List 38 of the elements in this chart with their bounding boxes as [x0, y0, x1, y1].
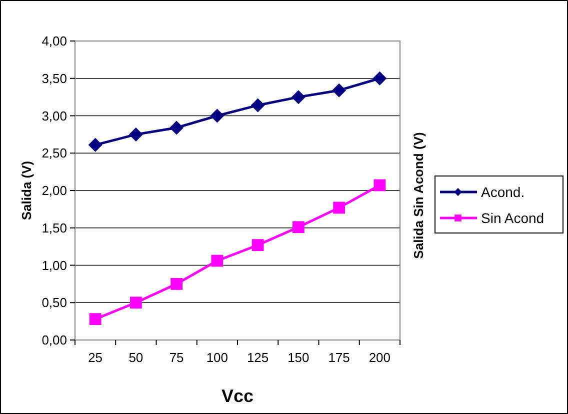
y-tick-label: 1,00: [42, 258, 67, 273]
point: [374, 179, 386, 192]
point: [170, 278, 183, 290]
point: [252, 239, 264, 252]
y2-axis-title: Salida Sin Acond (V): [411, 132, 426, 259]
y-tick-label: 2,00: [42, 183, 67, 198]
x-tick-label: 25: [88, 350, 103, 365]
x-tick-label: 150: [288, 350, 310, 365]
point: [210, 108, 224, 123]
point: [89, 313, 102, 326]
y-tick-label: 4,00: [42, 34, 67, 49]
y-tick-label: 1,50: [42, 220, 67, 236]
point: [333, 202, 346, 214]
point: [128, 127, 143, 142]
point: [130, 296, 142, 309]
y-tick-label: 3,00: [42, 108, 67, 124]
point: [372, 71, 387, 86]
point: [170, 120, 184, 135]
y-tick-label: 0,50: [42, 295, 67, 310]
x-tick-label: 175: [328, 350, 350, 365]
legend-label: Sin Acond: [481, 210, 544, 226]
y-tick-label: 2,50: [42, 146, 67, 161]
point: [250, 98, 265, 112]
x-tick-label: 125: [246, 350, 269, 365]
y-tick-label: 0,00: [42, 332, 67, 348]
x-tick-label: 75: [169, 350, 184, 365]
legend-label: Acond.: [481, 184, 525, 200]
point: [88, 138, 102, 152]
point: [291, 90, 306, 104]
y-axis-title: Salida (V): [19, 160, 34, 220]
x-tick-label: 50: [128, 350, 144, 365]
point: [211, 254, 224, 267]
x-tick-label: 200: [368, 350, 391, 365]
point: [332, 83, 346, 98]
point: [292, 221, 304, 234]
y-tick-label: 3,50: [42, 70, 67, 86]
x-tick-label: 100: [206, 350, 228, 365]
x-axis-title: Vcc: [221, 386, 254, 406]
